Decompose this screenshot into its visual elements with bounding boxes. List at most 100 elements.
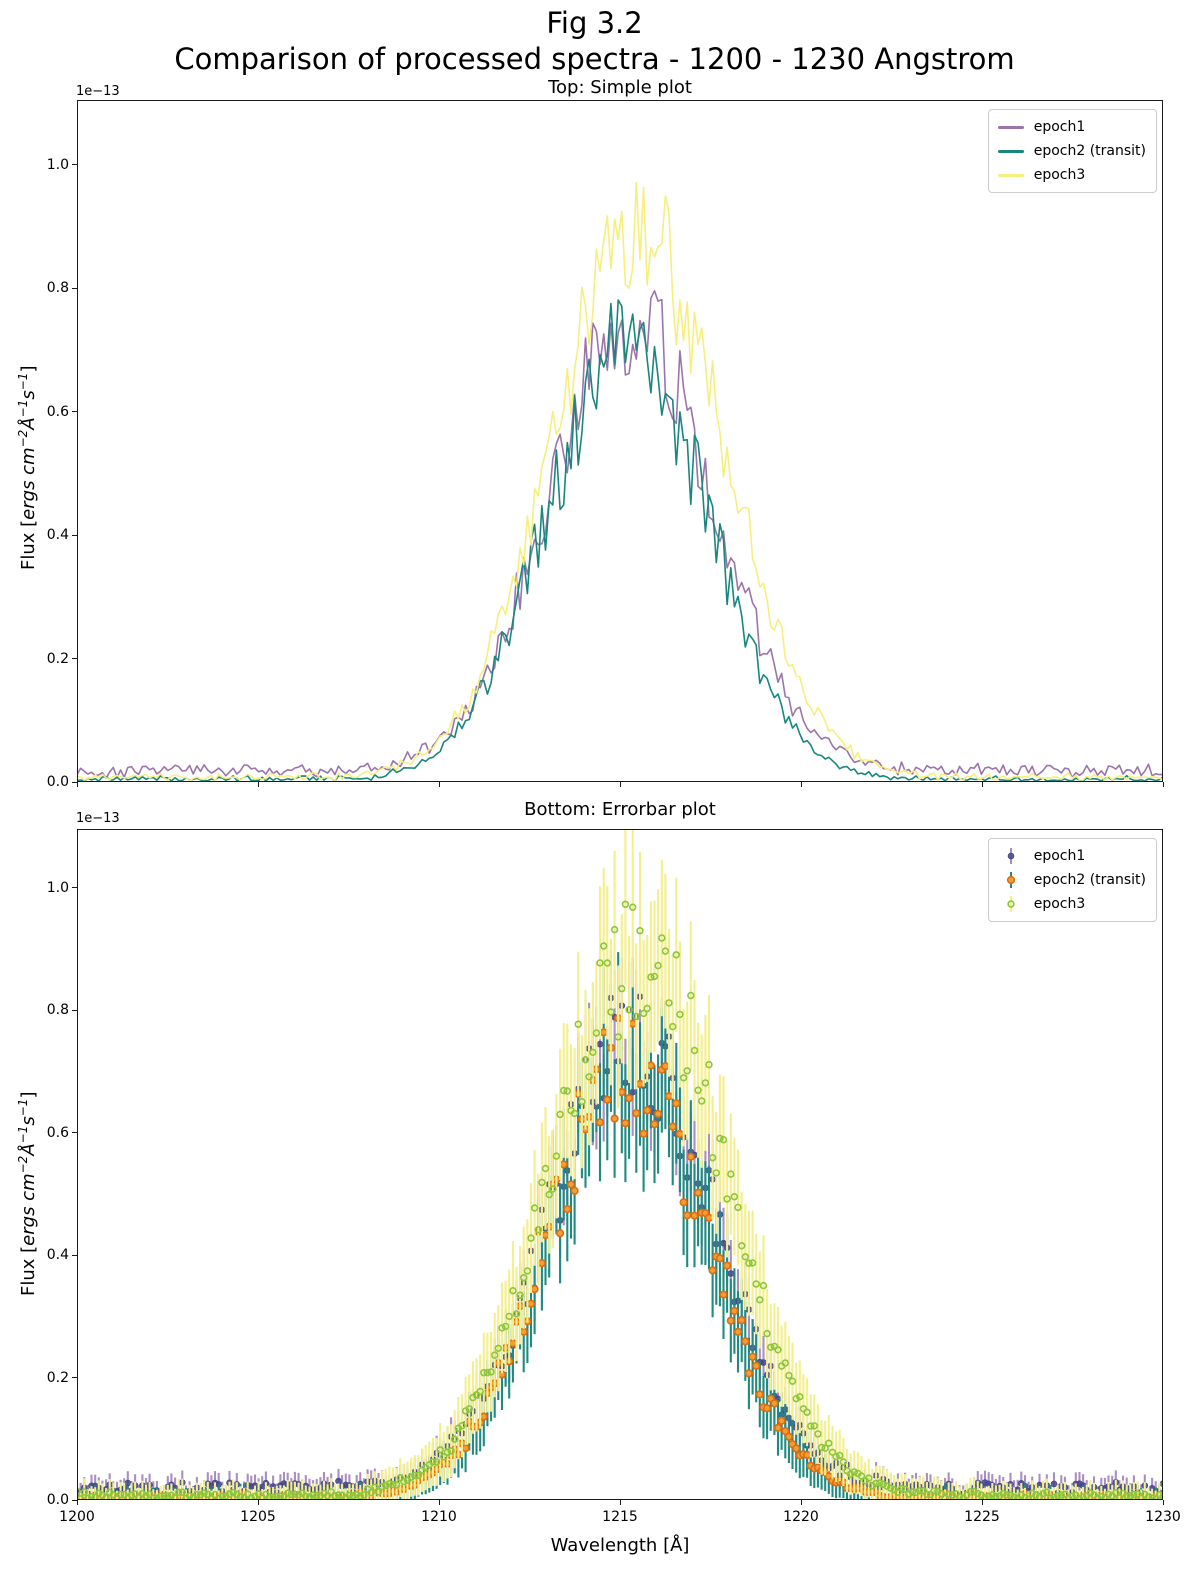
marker-epoch3 bbox=[788, 1377, 797, 1385]
marker-epoch2 bbox=[664, 1092, 674, 1101]
marker-epoch3 bbox=[309, 1491, 317, 1499]
y-tick-mark bbox=[72, 1132, 77, 1134]
marker-epoch3 bbox=[752, 1280, 760, 1288]
marker-epoch2 bbox=[773, 1423, 783, 1433]
marker-epoch3 bbox=[661, 947, 670, 955]
legend-item-epoch1: epoch1 bbox=[998, 846, 1146, 866]
marker-epoch2 bbox=[650, 1120, 659, 1129]
marker-epoch3 bbox=[603, 959, 611, 967]
marker-epoch3 bbox=[1043, 1488, 1051, 1496]
marker-epoch2 bbox=[683, 1211, 692, 1220]
ylabel-post: ] bbox=[18, 365, 39, 373]
marker-epoch1 bbox=[596, 1040, 604, 1048]
marker-epoch2 bbox=[704, 1213, 714, 1222]
ylabel-exp1: −2 bbox=[16, 1155, 30, 1174]
y-tick-label: 0.4 bbox=[46, 527, 69, 544]
marker-epoch2 bbox=[617, 1088, 626, 1097]
marker-epoch3 bbox=[796, 1393, 804, 1401]
epoch3-line-swatch bbox=[997, 173, 1024, 177]
marker-epoch3 bbox=[294, 1490, 303, 1499]
marker-epoch2 bbox=[508, 1339, 518, 1348]
marker-epoch3 bbox=[832, 1452, 840, 1461]
marker-epoch3 bbox=[116, 1490, 125, 1499]
marker-epoch3 bbox=[650, 972, 659, 981]
marker-epoch3 bbox=[734, 1203, 742, 1212]
marker-epoch3 bbox=[1133, 1490, 1142, 1498]
marker-epoch3 bbox=[385, 1479, 394, 1488]
legend-label-epoch1: epoch1 bbox=[1033, 119, 1086, 135]
marker-epoch3 bbox=[741, 1253, 749, 1261]
marker-epoch2 bbox=[639, 1129, 648, 1138]
marker-epoch3 bbox=[95, 1489, 103, 1497]
ylabel-exp3: −1 bbox=[16, 372, 30, 391]
marker-epoch3 bbox=[530, 1204, 539, 1212]
ylabel-cm: cm bbox=[18, 447, 39, 475]
marker-epoch3 bbox=[658, 934, 666, 942]
marker-epoch2 bbox=[726, 1316, 735, 1325]
marker-epoch3 bbox=[599, 942, 608, 950]
marker-epoch3 bbox=[1126, 1491, 1135, 1500]
marker-epoch3 bbox=[247, 1494, 255, 1500]
marker-epoch3 bbox=[287, 1490, 296, 1498]
marker-epoch3 bbox=[84, 1494, 92, 1500]
marker-epoch3 bbox=[371, 1483, 379, 1491]
marker-epoch3 bbox=[610, 925, 619, 934]
marker-epoch3 bbox=[592, 1029, 601, 1037]
marker-epoch3 bbox=[974, 1489, 982, 1498]
top-legend: epoch1 epoch2 (transit) epoch3 bbox=[987, 109, 1157, 193]
marker-epoch3 bbox=[1061, 1490, 1069, 1498]
marker-epoch3 bbox=[389, 1480, 397, 1489]
marker-epoch3 bbox=[149, 1494, 157, 1500]
marker-epoch3 bbox=[879, 1480, 887, 1488]
marker-epoch3 bbox=[356, 1492, 364, 1500]
x-tick-mark bbox=[800, 782, 802, 787]
marker-epoch3 bbox=[705, 1060, 713, 1069]
marker-epoch3 bbox=[828, 1448, 837, 1456]
y-tick-mark bbox=[72, 1377, 77, 1379]
y-tick-label: 0.8 bbox=[46, 1002, 69, 1019]
marker-epoch3 bbox=[643, 1004, 651, 1013]
marker-epoch3 bbox=[676, 1010, 684, 1019]
marker-epoch3 bbox=[930, 1487, 938, 1495]
marker-epoch3 bbox=[465, 1405, 473, 1413]
marker-epoch3 bbox=[915, 1487, 924, 1495]
marker-epoch3 bbox=[1010, 1493, 1018, 1500]
marker-epoch3 bbox=[865, 1474, 873, 1482]
marker-epoch3 bbox=[908, 1488, 917, 1496]
legend-label-epoch3: epoch3 bbox=[1033, 896, 1086, 912]
marker-epoch2 bbox=[541, 1231, 550, 1240]
legend-item-epoch2: epoch2 (transit) bbox=[997, 141, 1146, 161]
marker-epoch3 bbox=[196, 1490, 205, 1499]
marker-epoch3 bbox=[334, 1491, 343, 1499]
marker-epoch1 bbox=[124, 1479, 132, 1487]
marker-epoch3 bbox=[999, 1489, 1007, 1498]
bottom-legend: epoch1 epoch2 (transit) epoch3 bbox=[987, 838, 1157, 922]
marker-epoch2 bbox=[802, 1450, 812, 1460]
marker-epoch3 bbox=[1003, 1491, 1011, 1499]
y-tick-mark bbox=[72, 1254, 77, 1256]
legend-label-epoch1: epoch1 bbox=[1033, 848, 1086, 864]
x-tick-mark bbox=[438, 782, 440, 787]
marker-epoch3 bbox=[516, 1291, 524, 1299]
marker-epoch2 bbox=[461, 1443, 470, 1453]
x-tick-label: 1215 bbox=[602, 1509, 638, 1525]
marker-epoch3 bbox=[476, 1387, 484, 1396]
marker-epoch2 bbox=[693, 1188, 703, 1197]
marker-epoch3 bbox=[353, 1490, 361, 1499]
top-plot-area bbox=[77, 100, 1163, 782]
marker-epoch3 bbox=[1144, 1493, 1153, 1500]
epoch1-line-swatch bbox=[997, 125, 1024, 129]
marker-epoch3 bbox=[621, 900, 630, 909]
marker-epoch2 bbox=[744, 1369, 754, 1378]
marker-epoch2 bbox=[566, 1180, 576, 1189]
marker-epoch2 bbox=[635, 1079, 645, 1089]
marker-epoch3 bbox=[901, 1485, 909, 1493]
marker-epoch3 bbox=[730, 1193, 739, 1201]
marker-epoch2 bbox=[722, 1261, 732, 1270]
marker-epoch3 bbox=[745, 1259, 753, 1267]
marker-epoch2 bbox=[646, 1061, 656, 1070]
marker-epoch3 bbox=[549, 1185, 557, 1193]
marker-epoch2 bbox=[526, 1299, 536, 1308]
y-tick-label: 0.8 bbox=[46, 280, 69, 297]
marker-epoch2 bbox=[563, 1205, 572, 1214]
